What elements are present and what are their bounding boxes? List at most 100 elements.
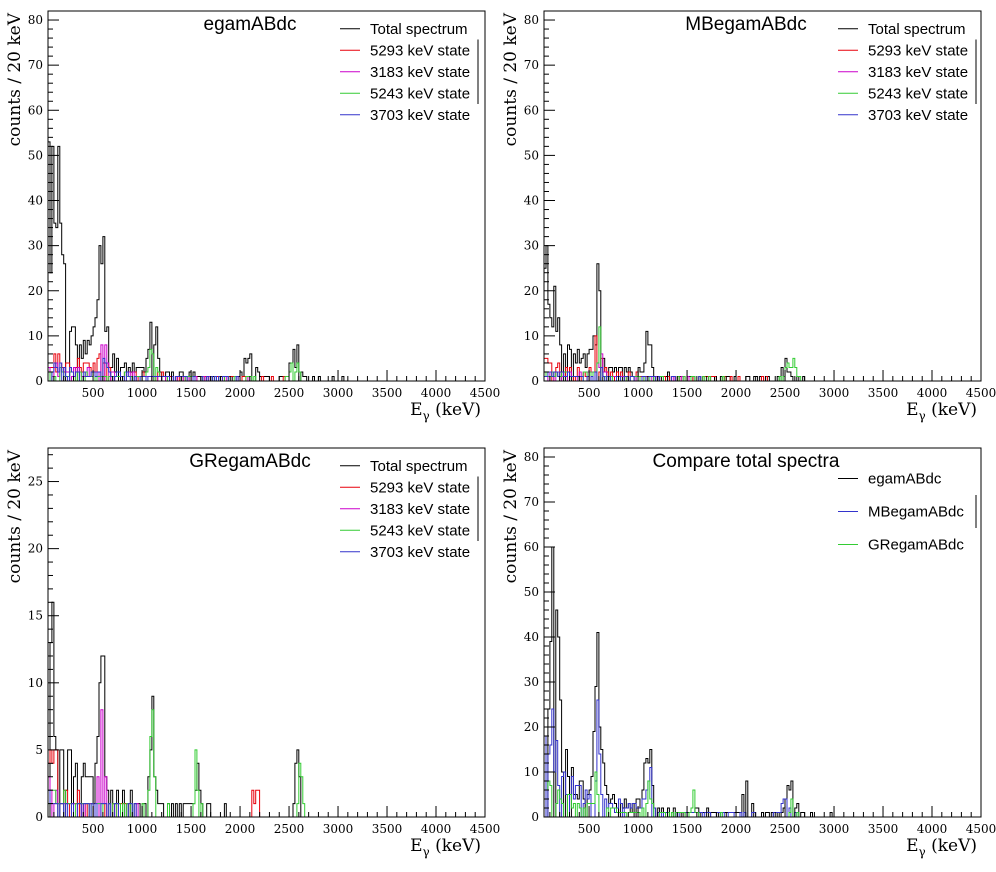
y-tick-label: 70 <box>524 495 539 509</box>
y-tick-label: 50 <box>28 148 43 162</box>
histogram-3183-kev-state <box>47 344 485 382</box>
histogram-3703-kev-state <box>48 357 485 382</box>
x-tick-label: 500 <box>82 822 105 836</box>
plot-frame <box>47 447 486 818</box>
y-tick-label: 5 <box>35 743 43 757</box>
histogram-3183-kev-state <box>47 709 485 818</box>
legend-label: 5293 keV state <box>868 42 968 59</box>
histogram-egamabdc <box>544 546 981 818</box>
y-tick-label: 10 <box>524 329 539 343</box>
chart-title: MBegamABdc <box>685 14 806 35</box>
x-tick-label: 2500 <box>274 822 305 836</box>
y-tick-label: 60 <box>524 540 539 554</box>
x-tick-label: 2000 <box>721 822 752 836</box>
x-tick-label: 3000 <box>819 386 850 400</box>
x-tick-label: 3000 <box>323 386 354 400</box>
x-tick-label: 4500 <box>966 822 996 836</box>
legend: Total spectrum 5293 keV state 3183 keV sta… <box>838 21 977 124</box>
legend-label: 5243 keV state <box>370 522 470 539</box>
y-tick-label: 20 <box>28 284 43 298</box>
y-tick-label: 70 <box>524 58 539 72</box>
chart-title: egamABdc <box>204 14 297 35</box>
x-tick-label: 4500 <box>470 822 501 836</box>
legend-label: Total spectrum <box>868 21 966 38</box>
x-tick-label: 4000 <box>421 822 452 836</box>
legend-label: 5243 keV state <box>868 85 968 102</box>
x-axis-label: Eγ (keV) <box>906 836 977 859</box>
x-tick-label: 4500 <box>966 386 996 400</box>
x-tick-label: 4000 <box>421 386 452 400</box>
histogram-mbegamabdc <box>543 699 981 818</box>
y-tick-label: 25 <box>28 475 43 489</box>
legend-label: Total spectrum <box>370 458 468 475</box>
legend-label: 3703 keV state <box>868 107 968 124</box>
plot-frame <box>543 10 982 382</box>
legend-label: GRegamABdc <box>868 537 964 554</box>
x-tick-label: 3500 <box>868 822 899 836</box>
legend-label: 3703 keV state <box>370 544 470 561</box>
x-tick-label: 3000 <box>819 822 850 836</box>
y-tick-label: 0 <box>35 810 43 824</box>
histogram-5293-kev-state <box>47 749 485 818</box>
y-tick-label: 60 <box>28 103 43 117</box>
y-tick-label: 15 <box>28 609 43 623</box>
legend: Total spectrum 5293 keV state 3183 keV sta… <box>340 21 479 124</box>
y-tick-label: 20 <box>524 284 539 298</box>
x-tick-label: 3000 <box>323 822 354 836</box>
legend-label: Total spectrum <box>370 21 468 38</box>
y-axis-label: counts / 20 keV <box>5 12 25 146</box>
x-tick-label: 500 <box>82 386 105 400</box>
y-tick-label: 10 <box>524 765 539 779</box>
histogram-gregamabdc <box>543 771 981 818</box>
legend-label: MBegamABdc <box>868 504 964 521</box>
chart-panel-1: 500 1000 1500 2000 2500 3000 3500 4000 4500 0 10 20… <box>5 10 501 423</box>
x-tick-label: 1000 <box>623 386 654 400</box>
legend-label: 3183 keV state <box>370 64 470 81</box>
x-tick-label: 1000 <box>127 386 158 400</box>
chart-panel-3: 500 1000 1500 2000 2500 3000 3500 4000 4500 0 5 10 1… <box>5 447 501 859</box>
chart-title: Compare total spectra <box>653 451 840 472</box>
y-tick-label: 10 <box>28 329 43 343</box>
y-tick-label: 80 <box>524 450 539 464</box>
histogram-total-spectrum <box>543 245 981 382</box>
y-tick-label: 20 <box>28 542 43 556</box>
legend-label: 3183 keV state <box>370 501 470 518</box>
y-tick-label: 50 <box>524 585 539 599</box>
y-axis-label: counts / 20 keV <box>5 449 25 583</box>
legend-label: 5293 keV state <box>370 479 470 496</box>
x-tick-label: 4000 <box>917 386 948 400</box>
y-tick-label: 30 <box>524 675 539 689</box>
x-tick-label: 1000 <box>623 822 654 836</box>
x-tick-label: 4500 <box>470 386 501 400</box>
y-tick-label: 20 <box>524 720 539 734</box>
x-tick-label: 2000 <box>721 386 752 400</box>
y-tick-label: 60 <box>524 103 539 117</box>
y-tick-label: 40 <box>524 194 539 208</box>
legend-label: 5293 keV state <box>370 42 470 59</box>
x-tick-label: 3500 <box>372 386 403 400</box>
x-tick-label: 500 <box>578 822 601 836</box>
histogram-5293-kev-state <box>543 335 981 382</box>
x-tick-label: 2500 <box>770 386 801 400</box>
y-tick-label: 40 <box>28 194 43 208</box>
y-tick-label: 50 <box>524 148 539 162</box>
y-tick-label: 0 <box>531 374 539 388</box>
x-tick-label: 1500 <box>672 822 703 836</box>
y-tick-label: 30 <box>524 239 539 253</box>
y-tick-label: 10 <box>28 676 43 690</box>
histogram-3703-kev-state <box>543 367 981 382</box>
x-tick-label: 3500 <box>372 822 403 836</box>
legend: egamABdc MBegamABdc GRegamABdc <box>838 471 977 554</box>
y-tick-label: 0 <box>531 810 539 824</box>
x-axis-label: Eγ (keV) <box>410 836 481 859</box>
y-tick-label: 80 <box>28 13 43 27</box>
y-tick-label: 0 <box>35 374 43 388</box>
chart-panel-2: 500 1000 1500 2000 2500 3000 3500 4000 4500 0 10 20… <box>501 10 996 423</box>
x-tick-label: 1500 <box>176 822 207 836</box>
histogram-total-spectrum <box>48 601 485 818</box>
x-axis-label: Eγ (keV) <box>410 400 481 423</box>
legend-label: 3703 keV state <box>370 107 470 124</box>
histogram-5243-kev-state <box>47 709 485 818</box>
chart-panel-4: 500 1000 1500 2000 2500 3000 3500 4000 4500 0 10 20… <box>501 447 996 859</box>
legend-label: egamABdc <box>868 471 942 488</box>
